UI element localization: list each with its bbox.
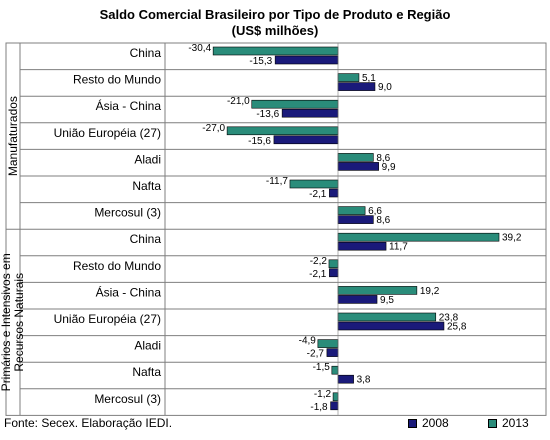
category-label: Ásia - China xyxy=(96,284,162,299)
group-label-line-1: Primários e Intensivos em xyxy=(0,253,13,391)
bar-2013 xyxy=(331,365,339,375)
bar-2008 xyxy=(337,241,387,251)
bar-2008 xyxy=(337,162,379,171)
bar-2013 xyxy=(212,46,339,56)
data-label-2008: 8,6 xyxy=(376,215,390,226)
data-label-2013: 5,1 xyxy=(362,73,376,84)
chart-title-main: Saldo Comercial Brasileiro por Tipo de P… xyxy=(99,7,451,22)
data-label-2013: -1,2 xyxy=(314,389,332,400)
data-label-2008: 9,5 xyxy=(380,295,394,306)
category-label: Resto do Mundo xyxy=(73,73,161,87)
bar-2008 xyxy=(281,108,339,118)
bar-2008 xyxy=(337,295,378,304)
category-label: Aladi xyxy=(134,339,161,353)
bar-2008 xyxy=(326,348,339,357)
data-label-2008: 9,0 xyxy=(378,82,392,93)
data-label-2008: 11,7 xyxy=(389,242,408,253)
legend-swatch-2008 xyxy=(408,418,417,428)
data-label-2008: 3,8 xyxy=(357,375,371,386)
bar-2008 xyxy=(273,135,339,145)
category-label: União Européia (27) xyxy=(54,126,161,140)
bar-2008 xyxy=(274,55,339,65)
bar-2013 xyxy=(251,99,339,109)
data-label-2013: 8,6 xyxy=(376,153,390,164)
bar-2013 xyxy=(328,259,339,269)
category-label: Nafta xyxy=(132,179,161,193)
data-label-2013: 39,2 xyxy=(502,233,522,244)
category-label: Aladi xyxy=(134,152,161,166)
category-label: China xyxy=(130,232,162,246)
bar-2013 xyxy=(337,286,418,295)
category-label: Ásia - China xyxy=(96,98,162,113)
bar-2013 xyxy=(337,206,366,215)
data-label-2008: -13,6 xyxy=(256,109,279,120)
group-label-line-2: Recursos Naturais xyxy=(12,273,26,372)
legend-item-2013: 2013 xyxy=(488,416,529,430)
legend-swatch-2013 xyxy=(488,418,497,428)
bar-2013 xyxy=(289,179,339,189)
group-label: Manufaturados xyxy=(6,96,20,176)
bar-2008 xyxy=(337,82,376,91)
data-label-2013: -2,2 xyxy=(310,256,328,267)
data-label-2013: -30,4 xyxy=(188,43,211,54)
data-label-2013: -27,0 xyxy=(202,123,225,134)
bar-2008 xyxy=(330,401,339,411)
data-label-2008: -15,3 xyxy=(249,56,272,67)
bar-2013 xyxy=(337,153,374,162)
bar-2008 xyxy=(337,321,445,331)
chart-subtitle: (US$ milhões) xyxy=(231,23,319,38)
data-label-2008: 25,8 xyxy=(447,322,467,333)
data-label-2008: -1,8 xyxy=(310,402,328,413)
bar-2013 xyxy=(337,312,437,322)
footer-source: Fonte: Secex. Elaboração IEDI. xyxy=(4,416,173,430)
data-label-2008: -2,1 xyxy=(309,269,327,280)
bar-2008 xyxy=(329,188,339,198)
data-label-2013: -4,9 xyxy=(299,336,317,347)
data-label-2013: 19,2 xyxy=(420,286,440,297)
data-label-2013: 6,6 xyxy=(368,206,382,217)
data-label-2013: -1,5 xyxy=(313,362,331,373)
data-label-2013: -11,7 xyxy=(266,176,288,187)
bar-2013 xyxy=(226,126,339,136)
category-label: Mercosul (3) xyxy=(94,206,161,220)
bar-2008 xyxy=(337,374,354,384)
bar-2013 xyxy=(317,339,339,348)
bar-2013 xyxy=(332,392,339,402)
bar-2013 xyxy=(337,73,360,82)
data-label-2008: -2,7 xyxy=(307,349,325,360)
data-label-2013: 23,8 xyxy=(439,313,459,324)
category-label: União Européia (27) xyxy=(54,312,161,326)
legend-item-2008: 2008 xyxy=(408,416,449,430)
legend-label-2008: 2008 xyxy=(422,416,449,430)
bar-2013 xyxy=(337,232,500,242)
category-label: Resto do Mundo xyxy=(73,259,161,273)
bar-2008 xyxy=(337,215,374,224)
legend-label-2013: 2013 xyxy=(502,416,529,430)
category-label: Mercosul (3) xyxy=(94,392,161,406)
category-label: Nafta xyxy=(132,365,161,379)
bar-2008 xyxy=(329,268,339,278)
data-label-2008: -15,6 xyxy=(248,136,271,147)
data-label-2013: -21,0 xyxy=(227,96,250,107)
category-label: China xyxy=(130,46,162,60)
data-label-2008: 9,9 xyxy=(382,162,396,173)
chart-title: Saldo Comercial Brasileiro por Tipo de P… xyxy=(0,7,550,39)
data-label-2008: -2,1 xyxy=(309,189,327,200)
